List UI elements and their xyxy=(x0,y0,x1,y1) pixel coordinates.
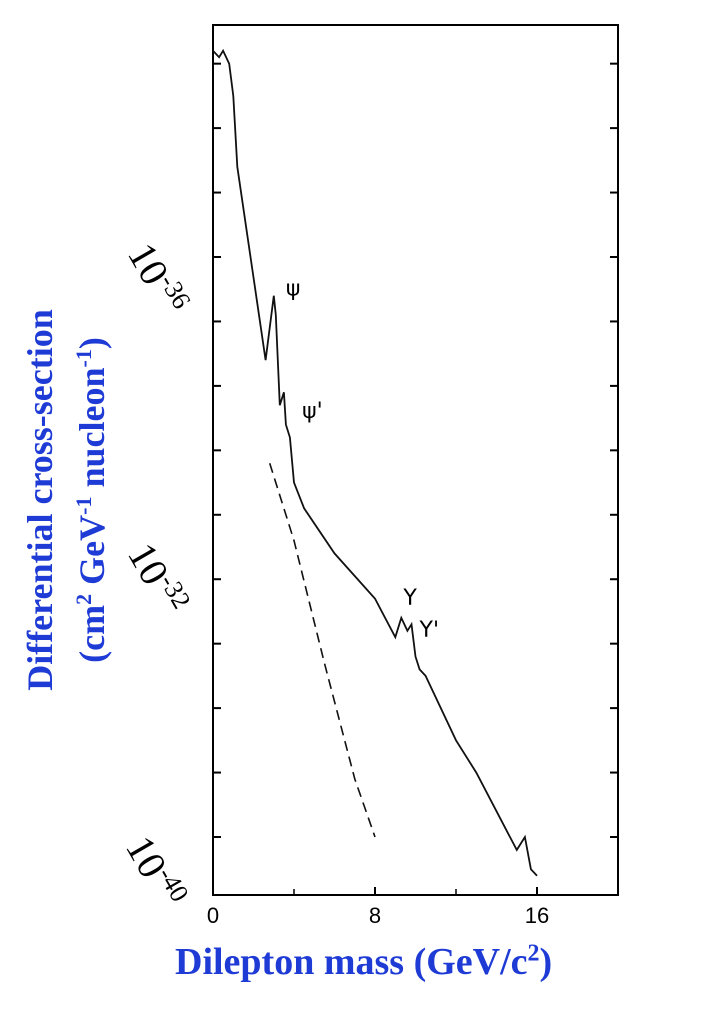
peak-annotation: Υ' xyxy=(419,618,440,643)
peak-annotation: ψ xyxy=(286,277,301,302)
peak-annotation: Υ xyxy=(402,586,417,611)
peak-annotation: ψ' xyxy=(302,399,323,424)
y-axis-label: Differential cross-section (cm2 GeV-1 nu… xyxy=(18,309,114,691)
x-tick-label: 0 xyxy=(207,903,219,928)
y-axis-label-line1: Differential cross-section xyxy=(20,309,60,691)
x-tick-label: 16 xyxy=(525,903,549,928)
series-line-dashed xyxy=(268,462,376,838)
series-line-solid xyxy=(212,48,538,877)
plot-frame xyxy=(212,24,619,896)
y-axis-label-line2: (cm2 GeV-1 nucleon-1) xyxy=(71,337,112,663)
x-tick-label: 8 xyxy=(369,903,381,928)
x-axis-label: Dilepton mass (GeV/c2) xyxy=(175,940,553,983)
